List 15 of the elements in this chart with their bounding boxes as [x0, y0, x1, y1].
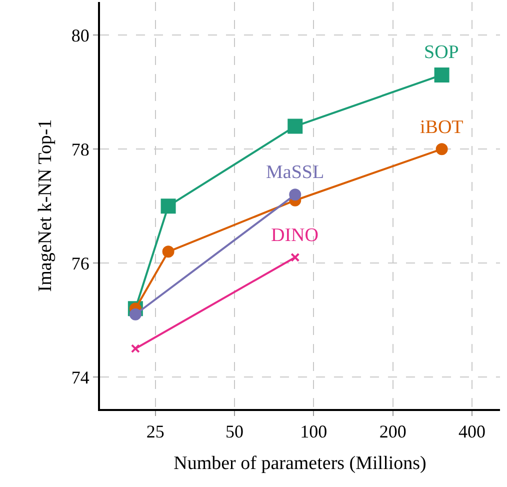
x-tick-label: 25 — [146, 422, 164, 442]
series-label: SOP — [424, 42, 459, 63]
y-tick-label: 80 — [71, 25, 90, 46]
x-tick-label: 200 — [379, 422, 406, 442]
x-tick-label: 50 — [226, 422, 244, 442]
y-axis-title: ImageNet k-NN Top-1 — [34, 119, 56, 292]
series-label: MaSSL — [266, 162, 324, 183]
series-label: DINO — [271, 225, 318, 246]
series-label: iBOT — [420, 117, 464, 138]
y-tick-label: 74 — [71, 367, 90, 388]
x-tick-label: 100 — [300, 422, 328, 442]
x-axis-title: Number of parameters (Millions) — [174, 452, 426, 474]
y-tick-label: 78 — [71, 139, 90, 160]
y-tick-label: 76 — [71, 253, 90, 274]
x-tick-label: 400 — [458, 422, 486, 442]
